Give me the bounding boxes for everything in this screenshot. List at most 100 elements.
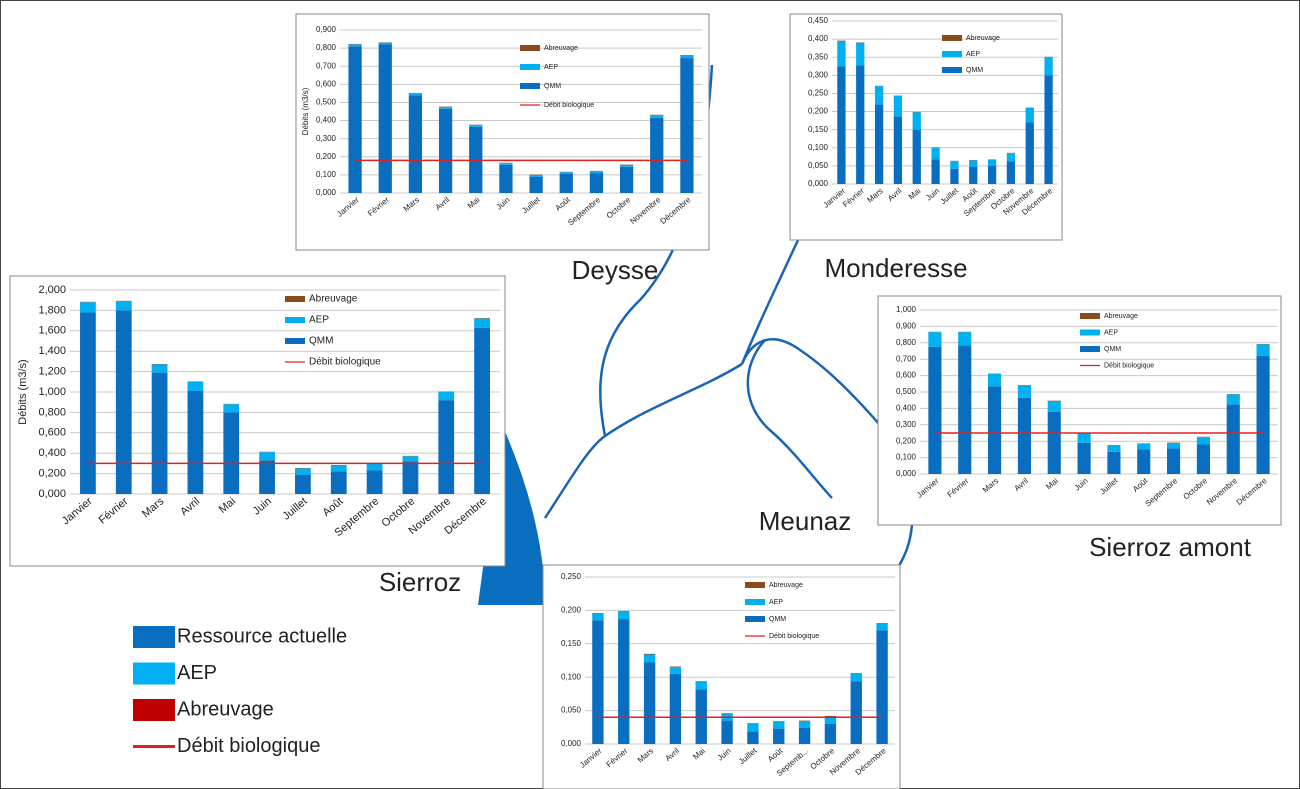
bar [592, 620, 604, 744]
legend-label: AEP [1104, 329, 1118, 336]
bar [592, 613, 604, 621]
y-axis-label: Débits (m3/s) [301, 87, 310, 135]
bar [837, 66, 846, 184]
bar [438, 392, 455, 401]
y-tick-label: 0,000 [38, 488, 66, 500]
legend-swatch [133, 699, 175, 721]
bar [1025, 107, 1034, 123]
legend-swatch [942, 51, 962, 57]
y-tick-label: 0,050 [561, 706, 582, 715]
y-tick-label: 0,200 [316, 152, 337, 161]
y-tick-label: 0,000 [316, 188, 337, 197]
bar [893, 95, 903, 117]
bar [115, 310, 132, 494]
bar [559, 173, 573, 193]
bar [747, 723, 759, 732]
y-tick-label: 0,000 [561, 739, 582, 748]
bar [402, 456, 419, 462]
legend-swatch [520, 45, 540, 51]
bar [680, 55, 694, 59]
y-tick-label: 0,700 [896, 354, 917, 363]
bar [559, 172, 573, 174]
bar [1047, 401, 1061, 412]
y-tick-label: 0,200 [38, 468, 66, 480]
bar [348, 44, 362, 47]
bar [402, 461, 419, 494]
legend-swatch [520, 83, 540, 89]
bar [643, 653, 656, 655]
bar [669, 673, 682, 744]
bar [1025, 122, 1034, 184]
y-tick-label: 1,800 [38, 304, 66, 316]
y-tick-label: 1,600 [38, 325, 66, 337]
bar [1196, 444, 1210, 474]
bar [378, 42, 392, 45]
bar [721, 713, 733, 714]
bar [773, 721, 785, 729]
y-tick-label: 1,000 [896, 305, 917, 314]
bar [1167, 442, 1181, 449]
chart-title: Meunaz [759, 506, 852, 536]
bar [988, 373, 1002, 387]
bar [874, 104, 884, 184]
legend-swatch [1080, 313, 1100, 319]
chart-title: Sierroz [379, 567, 461, 597]
legend-label: QMM [966, 67, 983, 74]
y-tick-label: 0,000 [896, 469, 917, 478]
bar [876, 623, 888, 624]
chart: 0,000 0,200 0,400 0,600 0,800 1,000 1,200 1,400… [9, 275, 506, 567]
bar [80, 312, 96, 494]
bar [856, 65, 865, 184]
bar [958, 345, 972, 474]
bar [499, 163, 513, 165]
bar [366, 463, 383, 471]
bar [643, 654, 656, 663]
bar [721, 720, 733, 744]
legend-label: QMM [544, 83, 561, 90]
bar [695, 681, 707, 690]
charts: 0,000 0,100 0,200 0,300 0,400 0,500 0,600 0,700… [9, 13, 1282, 789]
y-tick-label: 0,500 [316, 98, 337, 107]
y-tick-label: 0,400 [896, 404, 917, 413]
bar [987, 165, 997, 184]
bar [969, 166, 978, 184]
bar [856, 42, 865, 66]
legend-label: AEP [966, 51, 980, 58]
bar [1077, 433, 1091, 443]
bar [151, 372, 168, 494]
legend-swatch [1080, 329, 1100, 336]
bar [950, 161, 959, 169]
bar [912, 129, 921, 184]
bar [618, 619, 630, 744]
bar [438, 108, 453, 193]
bar [474, 327, 490, 494]
legend-label: AEP [769, 599, 783, 606]
bar [619, 164, 634, 167]
bar [850, 673, 862, 674]
bar [643, 662, 656, 744]
chart: 0,000 0,050 0,100 0,150 0,200 0,250 0,300 0,350… [789, 13, 1063, 241]
bar [80, 302, 96, 313]
legend-swatch [133, 662, 175, 685]
bar [773, 721, 785, 722]
legend-swatch [520, 64, 540, 70]
bar [1256, 355, 1270, 474]
y-tick-label: 0,900 [316, 25, 337, 34]
bar [987, 159, 997, 166]
y-axis-label: Débits (m3/s) [17, 359, 29, 424]
bar [1137, 443, 1151, 450]
legend-swatch [745, 599, 765, 605]
y-tick-label: 0,100 [896, 453, 917, 462]
bar [1107, 445, 1121, 452]
river [740, 338, 881, 426]
bar [589, 171, 604, 174]
bar [928, 346, 942, 474]
bar [850, 681, 862, 744]
bar [618, 611, 630, 612]
legend-swatch [285, 296, 305, 302]
bar [1006, 153, 1016, 162]
bar [824, 715, 837, 717]
y-tick-label: 1,200 [38, 366, 66, 378]
chart-box [877, 295, 1282, 526]
